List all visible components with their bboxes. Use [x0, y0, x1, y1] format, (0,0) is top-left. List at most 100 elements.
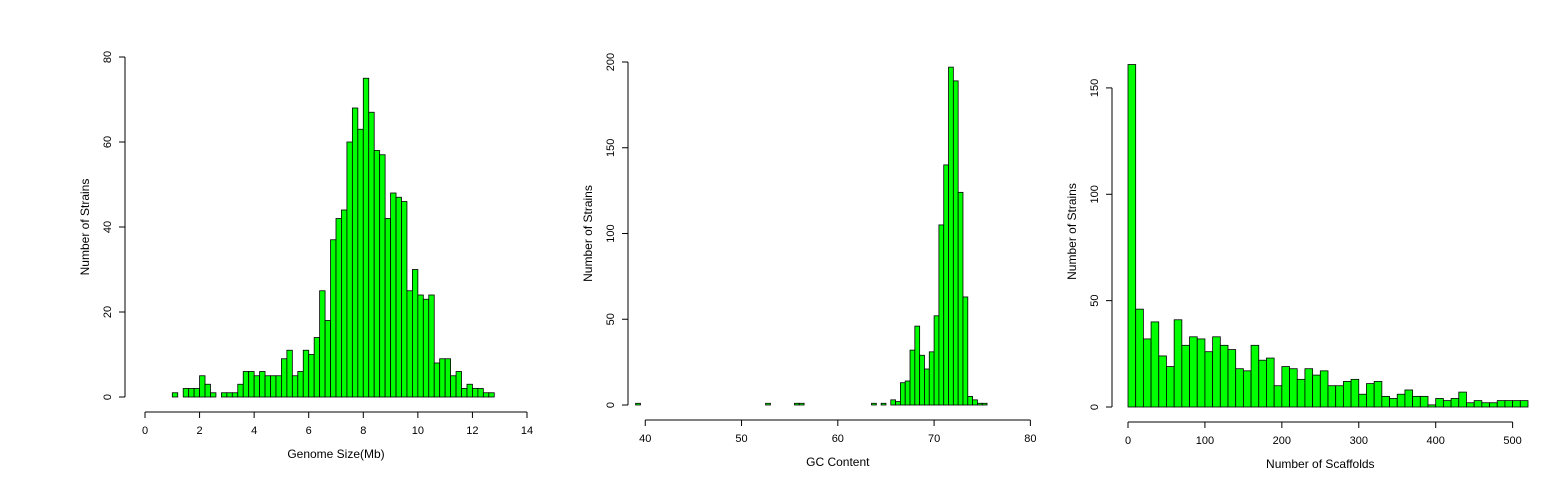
bar [455, 371, 462, 398]
bar [1219, 344, 1229, 408]
bar [1235, 368, 1244, 408]
x-tick-label: 50 [735, 433, 747, 445]
bar [335, 218, 342, 398]
bar [1189, 336, 1198, 408]
bar [297, 371, 304, 398]
bar [914, 325, 921, 406]
bar [1312, 374, 1321, 408]
bar [482, 392, 490, 398]
x-tick-label: 6 [306, 425, 312, 437]
x-tick-label: 200 [1273, 435, 1291, 447]
bar [182, 388, 190, 398]
bar [281, 358, 288, 398]
bar [1266, 357, 1275, 408]
bar [794, 402, 800, 406]
bar [899, 382, 906, 406]
y-tick-label: 0 [605, 402, 617, 408]
bar [1504, 400, 1514, 408]
x-tick-label: 0 [1125, 435, 1131, 447]
x-tick-label: 2 [197, 425, 203, 437]
y-tick-label: 60 [102, 136, 114, 148]
bar [406, 290, 413, 398]
bar [1450, 398, 1460, 408]
bar [981, 402, 988, 406]
x-tick-label: 400 [1427, 435, 1445, 447]
bar [977, 402, 983, 406]
bar [477, 388, 484, 398]
bar [1166, 366, 1175, 408]
bar [1289, 368, 1298, 408]
bar [880, 402, 887, 406]
x-tick-label: 40 [639, 433, 651, 445]
x-tick-label: 0 [142, 425, 148, 437]
bar [1358, 393, 1367, 408]
bar [242, 371, 250, 398]
y-tick-label: 80 [102, 51, 114, 63]
y-tick-label: 0 [1089, 404, 1101, 410]
x-tick-label: 500 [1503, 435, 1521, 447]
bar [1250, 344, 1260, 408]
bar [1196, 338, 1206, 408]
bar [1412, 395, 1421, 408]
bar [1512, 400, 1521, 408]
bar [919, 354, 925, 406]
bar [1489, 402, 1498, 408]
bar [1458, 391, 1467, 408]
bar [330, 239, 337, 398]
bar [466, 383, 473, 398]
bar [341, 209, 348, 398]
bar [422, 298, 430, 398]
bar [368, 111, 375, 398]
x-tick-label: 80 [1024, 433, 1036, 445]
bar [444, 358, 451, 398]
bar [302, 349, 310, 398]
bar [210, 392, 217, 398]
bar [1319, 370, 1329, 408]
y-axis-label: Number of Strains [78, 179, 92, 276]
bar [1135, 308, 1144, 408]
bar [231, 392, 239, 398]
bar [1435, 398, 1444, 408]
bar [379, 154, 386, 398]
bar [248, 371, 255, 398]
bar [1350, 378, 1360, 408]
bar [390, 192, 397, 398]
bar [1335, 385, 1344, 408]
bar [765, 402, 771, 406]
bar [1473, 400, 1483, 408]
bar [895, 401, 901, 406]
bar [319, 290, 326, 398]
bar [199, 375, 206, 398]
bar [1481, 402, 1490, 408]
x-tick-label: 10 [412, 425, 424, 437]
bar [909, 349, 916, 406]
bar [928, 351, 935, 406]
x-tick-label: 300 [1350, 435, 1368, 447]
bar [461, 388, 468, 398]
y-tick-label: 100 [605, 224, 617, 242]
bar [204, 383, 211, 398]
bar [1342, 381, 1352, 408]
bar [1142, 338, 1152, 408]
x-tick-label: 100 [1196, 435, 1214, 447]
bar [1296, 378, 1306, 408]
bar [1519, 400, 1529, 408]
bar [401, 201, 408, 398]
bar [943, 164, 949, 406]
bar [1419, 395, 1429, 408]
bar [264, 375, 271, 398]
y-tick-label: 150 [1089, 79, 1101, 97]
bar [324, 320, 331, 398]
bar [313, 337, 321, 398]
bar [357, 128, 364, 398]
bar [1227, 349, 1237, 408]
bar [417, 294, 424, 398]
bar [351, 107, 359, 398]
bar [488, 392, 495, 398]
bar [1404, 389, 1414, 408]
bar [439, 358, 446, 398]
bar [226, 392, 233, 398]
bar [952, 80, 959, 406]
x-tick-label: 14 [521, 425, 533, 437]
bar [220, 392, 228, 398]
